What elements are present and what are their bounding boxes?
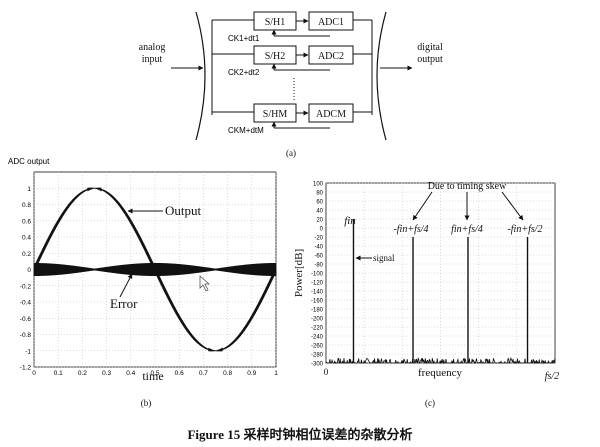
adcm-block (308, 103, 354, 123)
analog-input-label-1: analog (139, 42, 166, 53)
panel-b-y-tick-label: 0.8 (22, 202, 31, 209)
panel-c-y-tick-label: -220 (311, 326, 324, 332)
panel-c-y-tick-label: 60 (316, 200, 323, 206)
panel-a-sub-label: (a) (286, 148, 296, 158)
panel-c-y-tick-label: -300 (311, 362, 324, 368)
panel-b-x-tick-label: 0.9 (247, 370, 256, 377)
panel-c-y-tick-label: -20 (314, 236, 323, 242)
panel-b-y-tick-label: -1 (25, 348, 31, 355)
adcm-label: ADCM (316, 109, 346, 120)
digital-output-label-2: output (417, 54, 443, 65)
panel-b-y-tick-label: -0.8 (20, 332, 32, 339)
panel-b-y-tick-label: 0.2 (22, 251, 31, 258)
panel-b-x-tick-label: 0.7 (199, 370, 208, 377)
error-series-line (33, 262, 277, 277)
spur-label-fin: fin (344, 215, 356, 227)
panel-b-x-tick-label: 0.8 (223, 370, 232, 377)
panel-c-sub-label: (c) (425, 398, 435, 408)
sh1-label: S/H1 (265, 17, 286, 28)
panel-b-title: ADC output (8, 157, 50, 166)
panel-b-y-tick-label: 0.6 (22, 218, 31, 225)
channel-1: S/H1 ADC1 CK1+dt1 (212, 11, 372, 43)
panel-c-y-tick-label: 0 (320, 227, 324, 233)
panel-b-adc-output: ADC output 1 0.8 0.6 0.4 0.2 0 -0.2 -0.4 -0.6 -0.… (8, 157, 278, 408)
digital-output-label-1: digital (417, 42, 443, 53)
shm-label: S/HM (263, 109, 288, 120)
panel-b-x-tick-label: 0 (32, 370, 36, 377)
adc1-block (308, 11, 354, 31)
panel-b-y-tick-label: -0.2 (20, 283, 32, 290)
panel-c-y-ticks: 100 80 60 40 20 0 -20 -40 -60 -80 -100 -120 -140 -160… (311, 182, 324, 368)
channel-m: S/HM ADCM CKM+dtM (212, 103, 372, 135)
panel-c-y-tick-label: -240 (311, 335, 324, 341)
panel-c-y-tick-label: -40 (314, 245, 323, 251)
panel-c-y-tick-label: 100 (313, 182, 324, 188)
panel-b-x-tick-label: 0.6 (175, 370, 184, 377)
panel-c-y-tick-label: -180 (311, 308, 324, 314)
panel-b-y-ticks: 1 0.8 0.6 0.4 0.2 0 -0.2 -0.4 -0.6 -0.8 -1 -1.2 (20, 186, 32, 372)
panel-b-sub-label: (b) (141, 398, 152, 408)
panel-c-y-tick-label: -280 (311, 353, 324, 359)
panel-c-spectrum: 100 80 60 40 20 0 -20 -40 -60 -80 -100 -120 -140 -160… (293, 181, 559, 408)
figure-caption: Figure 15 采样时钟相位误差的杂散分析 (187, 427, 413, 442)
panel-b-y-tick-label: 0 (27, 267, 31, 274)
panel-b-y-tick-label: -0.4 (20, 300, 32, 307)
panel-b-x-tick-label: 0.1 (54, 370, 63, 377)
output-switch-arc (376, 11, 387, 141)
adc1-label: ADC1 (318, 17, 344, 28)
spur-lines (352, 219, 529, 363)
panel-b-x-ticks: 0 0.1 0.2 0.3 0.4 0.5 0.6 0.7 0.8 0.9 1 (32, 370, 278, 377)
input-switch-arc (195, 11, 206, 141)
panel-b-xlabel: time (142, 369, 163, 383)
panel-c-xlabel: frequency (418, 367, 462, 379)
panel-b-y-tick-label: 0.4 (22, 235, 31, 242)
panel-c-y-tick-label: -60 (314, 254, 323, 260)
panel-b-x-tick-label: 0.2 (78, 370, 87, 377)
panel-c-y-tick-label: -200 (311, 317, 324, 323)
skew-arrow-1 (412, 191, 433, 221)
panel-c-y-tick-label: 40 (316, 209, 323, 215)
panel-b-y-tick-label: -1.2 (20, 365, 32, 372)
panel-b-x-tick-label: 0.3 (102, 370, 111, 377)
panel-c-y-tick-label: -140 (311, 290, 324, 296)
panel-c-y-tick-label: 20 (316, 218, 323, 224)
error-label-arrow (119, 273, 133, 298)
signal-label: signal (373, 253, 395, 263)
panel-c-grid (326, 182, 555, 364)
adc2-label: ADC2 (318, 51, 344, 62)
panel-c-y-tick-label: -80 (314, 263, 323, 269)
output-label: Output (165, 203, 202, 218)
skew-arrow-3 (501, 191, 524, 221)
adc2-block (308, 45, 354, 65)
ck2-label: CK2+dt2 (228, 68, 260, 77)
noise-floor-line (325, 356, 556, 365)
skew-annotation: Due to timing skew (428, 181, 507, 192)
mouse-pointer-icon (199, 275, 211, 292)
panel-c-x-start: 0 (324, 367, 329, 377)
ckm-label: CKM+dtM (228, 126, 264, 135)
panel-c-y-tick-label: 80 (316, 191, 323, 197)
panel-c-x-end: fs/2 (545, 371, 559, 382)
channel-2: S/H2 ADC2 CK2+dt2 (212, 45, 372, 77)
panel-c-y-tick-label: -100 (311, 272, 324, 278)
spur-label-4: -fin+fs/2 (507, 224, 542, 235)
error-label: Error (110, 296, 138, 311)
panel-c-ylabel: Power[dB] (293, 249, 305, 297)
panel-b-y-tick-label: 1 (27, 186, 31, 193)
panel-b-y-tick-label: -0.6 (20, 316, 32, 323)
spur-label-2: -fin+fs/4 (393, 224, 428, 235)
panel-a-block-diagram: S/H1 ADC1 CK1+dt1 S/H2 ADC2 CK2+dt2 (139, 11, 443, 158)
ck1-label: CK1+dt1 (228, 34, 260, 43)
panel-b-x-tick-label: 0.4 (126, 370, 135, 377)
panel-b-x-tick-label: 1 (274, 370, 278, 377)
sh2-label: S/H2 (265, 51, 286, 62)
panel-c-y-tick-label: -160 (311, 299, 324, 305)
panel-b-x-tick-label: 0.5 (150, 370, 159, 377)
panel-c-y-tick-label: -120 (311, 281, 324, 287)
spur-label-3: fin+fs/4 (451, 224, 483, 235)
panel-c-y-tick-label: -260 (311, 344, 324, 350)
analog-input-label-2: input (142, 54, 163, 65)
